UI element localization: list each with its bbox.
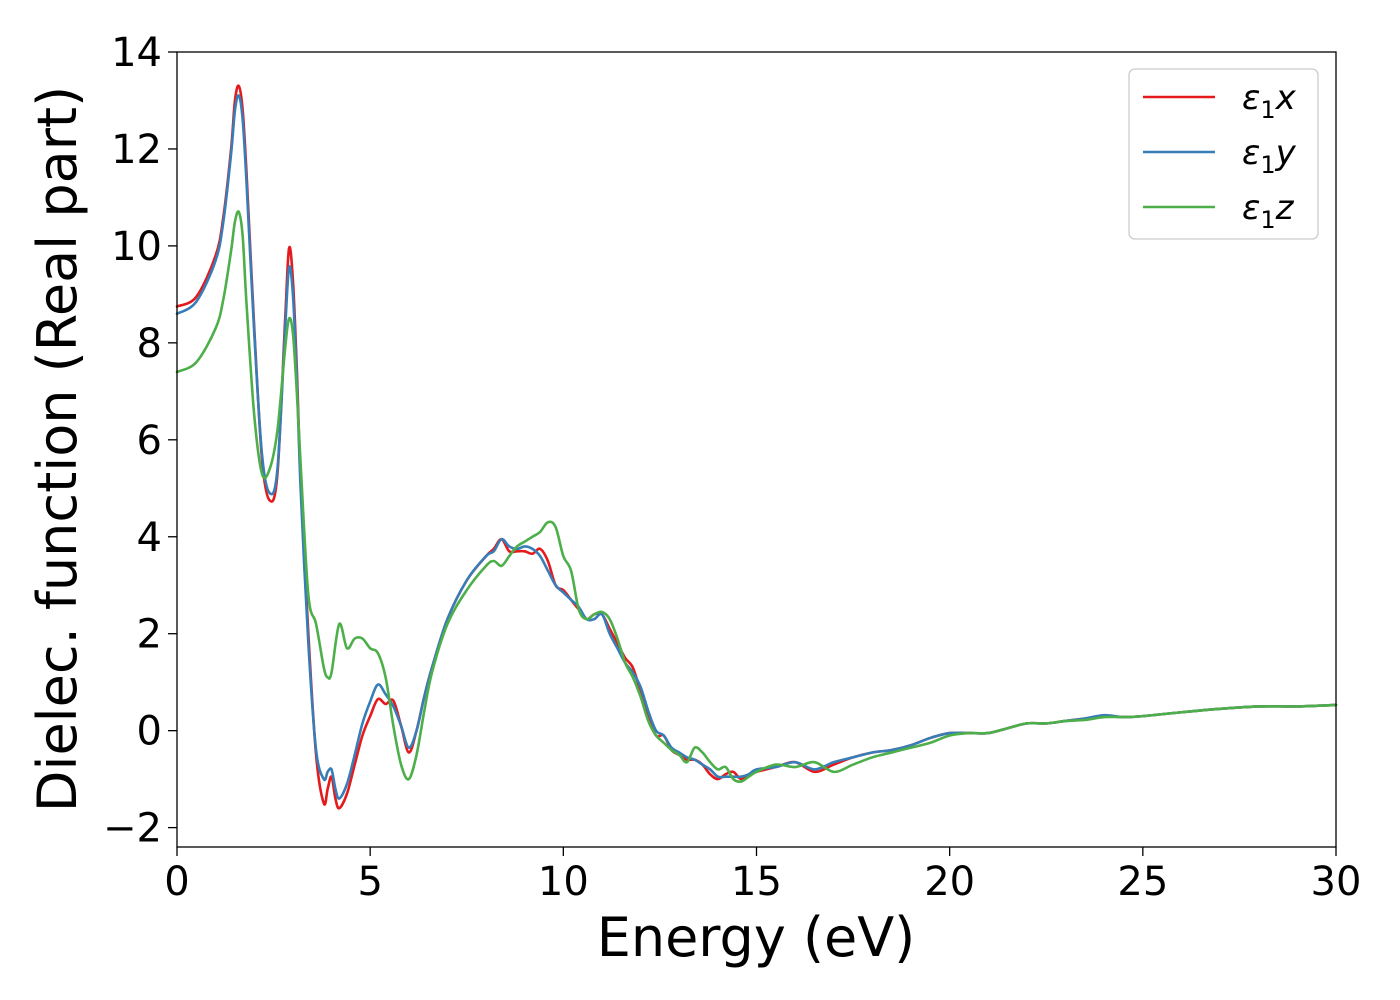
legend-entry-x: ε1x [1143,78,1297,124]
y-tick-label: 2 [137,612,162,658]
y-tick-label: −2 [103,806,162,852]
x-tick-label: 0 [164,859,189,905]
legend-box [1128,68,1319,240]
y-tick-label: 4 [137,515,162,561]
x-tick-label: 20 [924,859,975,905]
legend-label: ε1y [1242,133,1297,179]
legend-entry-z: ε1z [1143,188,1295,234]
y-tick-label: 12 [111,127,162,173]
y-tick-label: 10 [111,224,162,270]
legend-entries: ε1x ε1y ε1z [1143,78,1297,234]
legend-label: ε1z [1242,188,1295,234]
x-tick-label: 5 [357,859,382,905]
x-axis-label: Energy (eV) [597,906,916,969]
y-axis-ticks: −2 0 2 4 6 8 10 12 14 [103,30,177,852]
y-tick-label: 6 [137,418,162,464]
x-tick-label: 10 [538,859,589,905]
series-line-z [175,210,1338,783]
x-tick-label: 15 [731,859,782,905]
legend: ε1x ε1y ε1z [1128,68,1319,240]
x-tick-label: 30 [1311,859,1362,905]
y-tick-label: 14 [111,30,162,76]
series-layer [175,84,1338,810]
legend-entry-y: ε1y [1143,133,1297,179]
y-tick-label: 8 [137,321,162,367]
x-axis-ticks: 0 5 10 15 20 25 30 [164,847,1361,905]
series-line-y [175,94,1338,800]
x-tick-label: 25 [1117,859,1168,905]
y-tick-label: 0 [137,709,162,755]
y-axis-label: Dielec. function (Real part) [26,86,89,812]
legend-label: ε1x [1242,78,1297,124]
